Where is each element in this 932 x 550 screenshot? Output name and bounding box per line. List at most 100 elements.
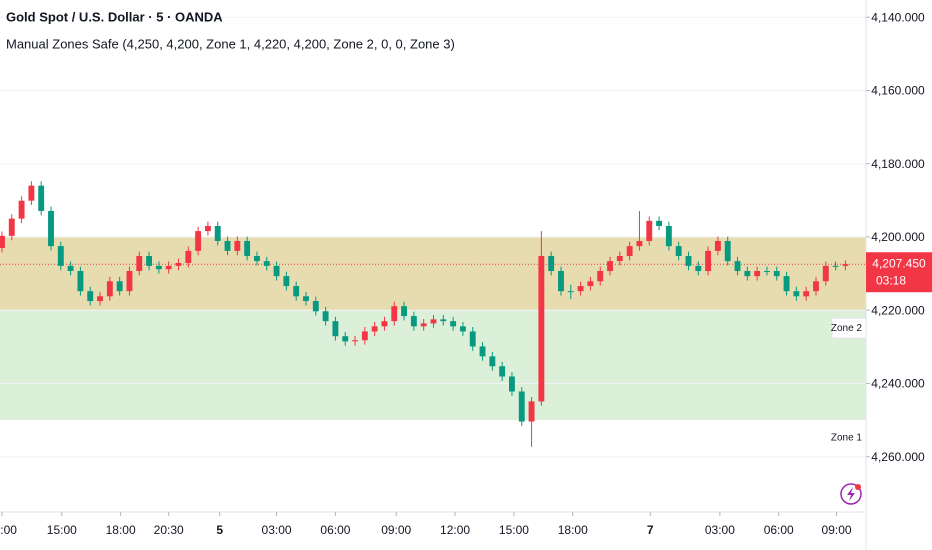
candle-body [665, 225, 672, 247]
candle-body [450, 321, 457, 327]
candle-body [558, 271, 564, 292]
candle-body [410, 316, 417, 327]
x-tick-label: 09:00 [822, 523, 852, 537]
candle-body [528, 401, 535, 422]
candle-body [822, 265, 829, 282]
candle-body [77, 271, 84, 292]
candle-body [224, 240, 231, 251]
candle-body [371, 326, 378, 332]
candle-body [518, 391, 525, 422]
zone [0, 310, 866, 421]
y-tick-label: 4,180.000 [871, 157, 925, 171]
x-tick-label: 15:00 [499, 523, 529, 537]
candle-body [18, 200, 25, 219]
candle-body [214, 225, 221, 241]
candle-body [175, 262, 182, 266]
candle-body [430, 319, 437, 324]
candle-body [626, 246, 633, 256]
candle-body [832, 265, 839, 267]
candle-body [48, 210, 54, 247]
y-tick-label: 4,200.000 [871, 230, 925, 244]
candle-body [401, 306, 408, 317]
candle-body [155, 265, 162, 270]
candle-body [675, 246, 682, 256]
x-tick-label: 20:30 [154, 523, 184, 537]
candle-body [381, 321, 388, 327]
candle-body [283, 276, 290, 287]
candle-body [244, 240, 251, 256]
candle-body [254, 256, 260, 262]
candle-body [813, 281, 819, 292]
candle-body [714, 240, 721, 251]
candle-body [656, 220, 663, 226]
candle-body [548, 256, 555, 272]
candle-body [764, 271, 770, 273]
candle-body [793, 291, 800, 297]
candle-body [185, 250, 192, 263]
x-tick-label: 06:00 [764, 523, 794, 537]
candle-body [0, 235, 5, 248]
candle-body [695, 265, 702, 272]
candle-body [469, 331, 476, 347]
candle-body [616, 256, 623, 262]
zone-label: Zone 1 [831, 433, 863, 444]
countdown-label: 03:18 [876, 273, 906, 287]
candle-body [204, 225, 211, 232]
candle-body [509, 376, 515, 392]
candle-body [597, 271, 604, 282]
candle-body [126, 271, 133, 292]
candle-body [607, 261, 613, 272]
candle-body [420, 323, 427, 327]
candle-body [361, 331, 368, 341]
alert-icon-dot[interactable] [855, 484, 861, 490]
y-tick-label: 4,260.000 [871, 450, 925, 464]
x-tick-label: 03:00 [262, 523, 292, 537]
chart-title: Gold Spot / U.S. Dollar · 5 · OANDA [6, 9, 223, 24]
candle-body [97, 296, 103, 302]
candle-body [273, 265, 280, 277]
candle-body [87, 291, 94, 302]
x-tick-label: 7 [647, 523, 654, 537]
alert-icon[interactable] [840, 483, 862, 505]
candle-body [57, 246, 64, 266]
candle-body [499, 366, 506, 377]
candle-body [744, 271, 751, 277]
candle-body [459, 326, 466, 332]
candle-body [312, 301, 319, 312]
x-tick-label: 18:00 [558, 523, 588, 537]
candle-body [234, 240, 241, 251]
indicator-label: Manual Zones Safe (4,250, 4,200, Zone 1,… [6, 36, 455, 51]
candle-body [636, 240, 643, 247]
candle-body [646, 220, 653, 241]
x-tick-label: 03:00 [705, 523, 735, 537]
candle-body [165, 265, 172, 270]
candle-body [263, 261, 270, 266]
candle-body [538, 256, 545, 402]
y-tick-label: 4,220.000 [871, 303, 925, 317]
x-tick-label: 09:00 [381, 523, 411, 537]
candle-body [293, 286, 300, 297]
candle-body [116, 281, 123, 292]
x-tick-label: 12:00 [0, 523, 17, 537]
candle-body [803, 291, 810, 297]
x-tick-label: 18:00 [106, 523, 136, 537]
candle-body [440, 319, 447, 322]
candle-body [479, 346, 486, 357]
x-tick-label: 5 [216, 523, 223, 537]
last-price-box [866, 252, 932, 293]
candle-body [106, 281, 113, 297]
candle-body [146, 256, 153, 266]
y-tick-label: 4,160.000 [871, 84, 925, 98]
candle-body [567, 291, 574, 293]
plot-area [0, 16, 866, 458]
x-tick-label: 15:00 [47, 523, 77, 537]
zone-label-box [831, 317, 867, 339]
candle-body [303, 296, 309, 302]
candle-body [28, 185, 35, 201]
candle-body [8, 218, 15, 236]
candle-body [685, 256, 692, 266]
alert-icon-bolt[interactable] [847, 487, 855, 501]
candle-body [773, 271, 780, 277]
candle-body [391, 306, 398, 322]
